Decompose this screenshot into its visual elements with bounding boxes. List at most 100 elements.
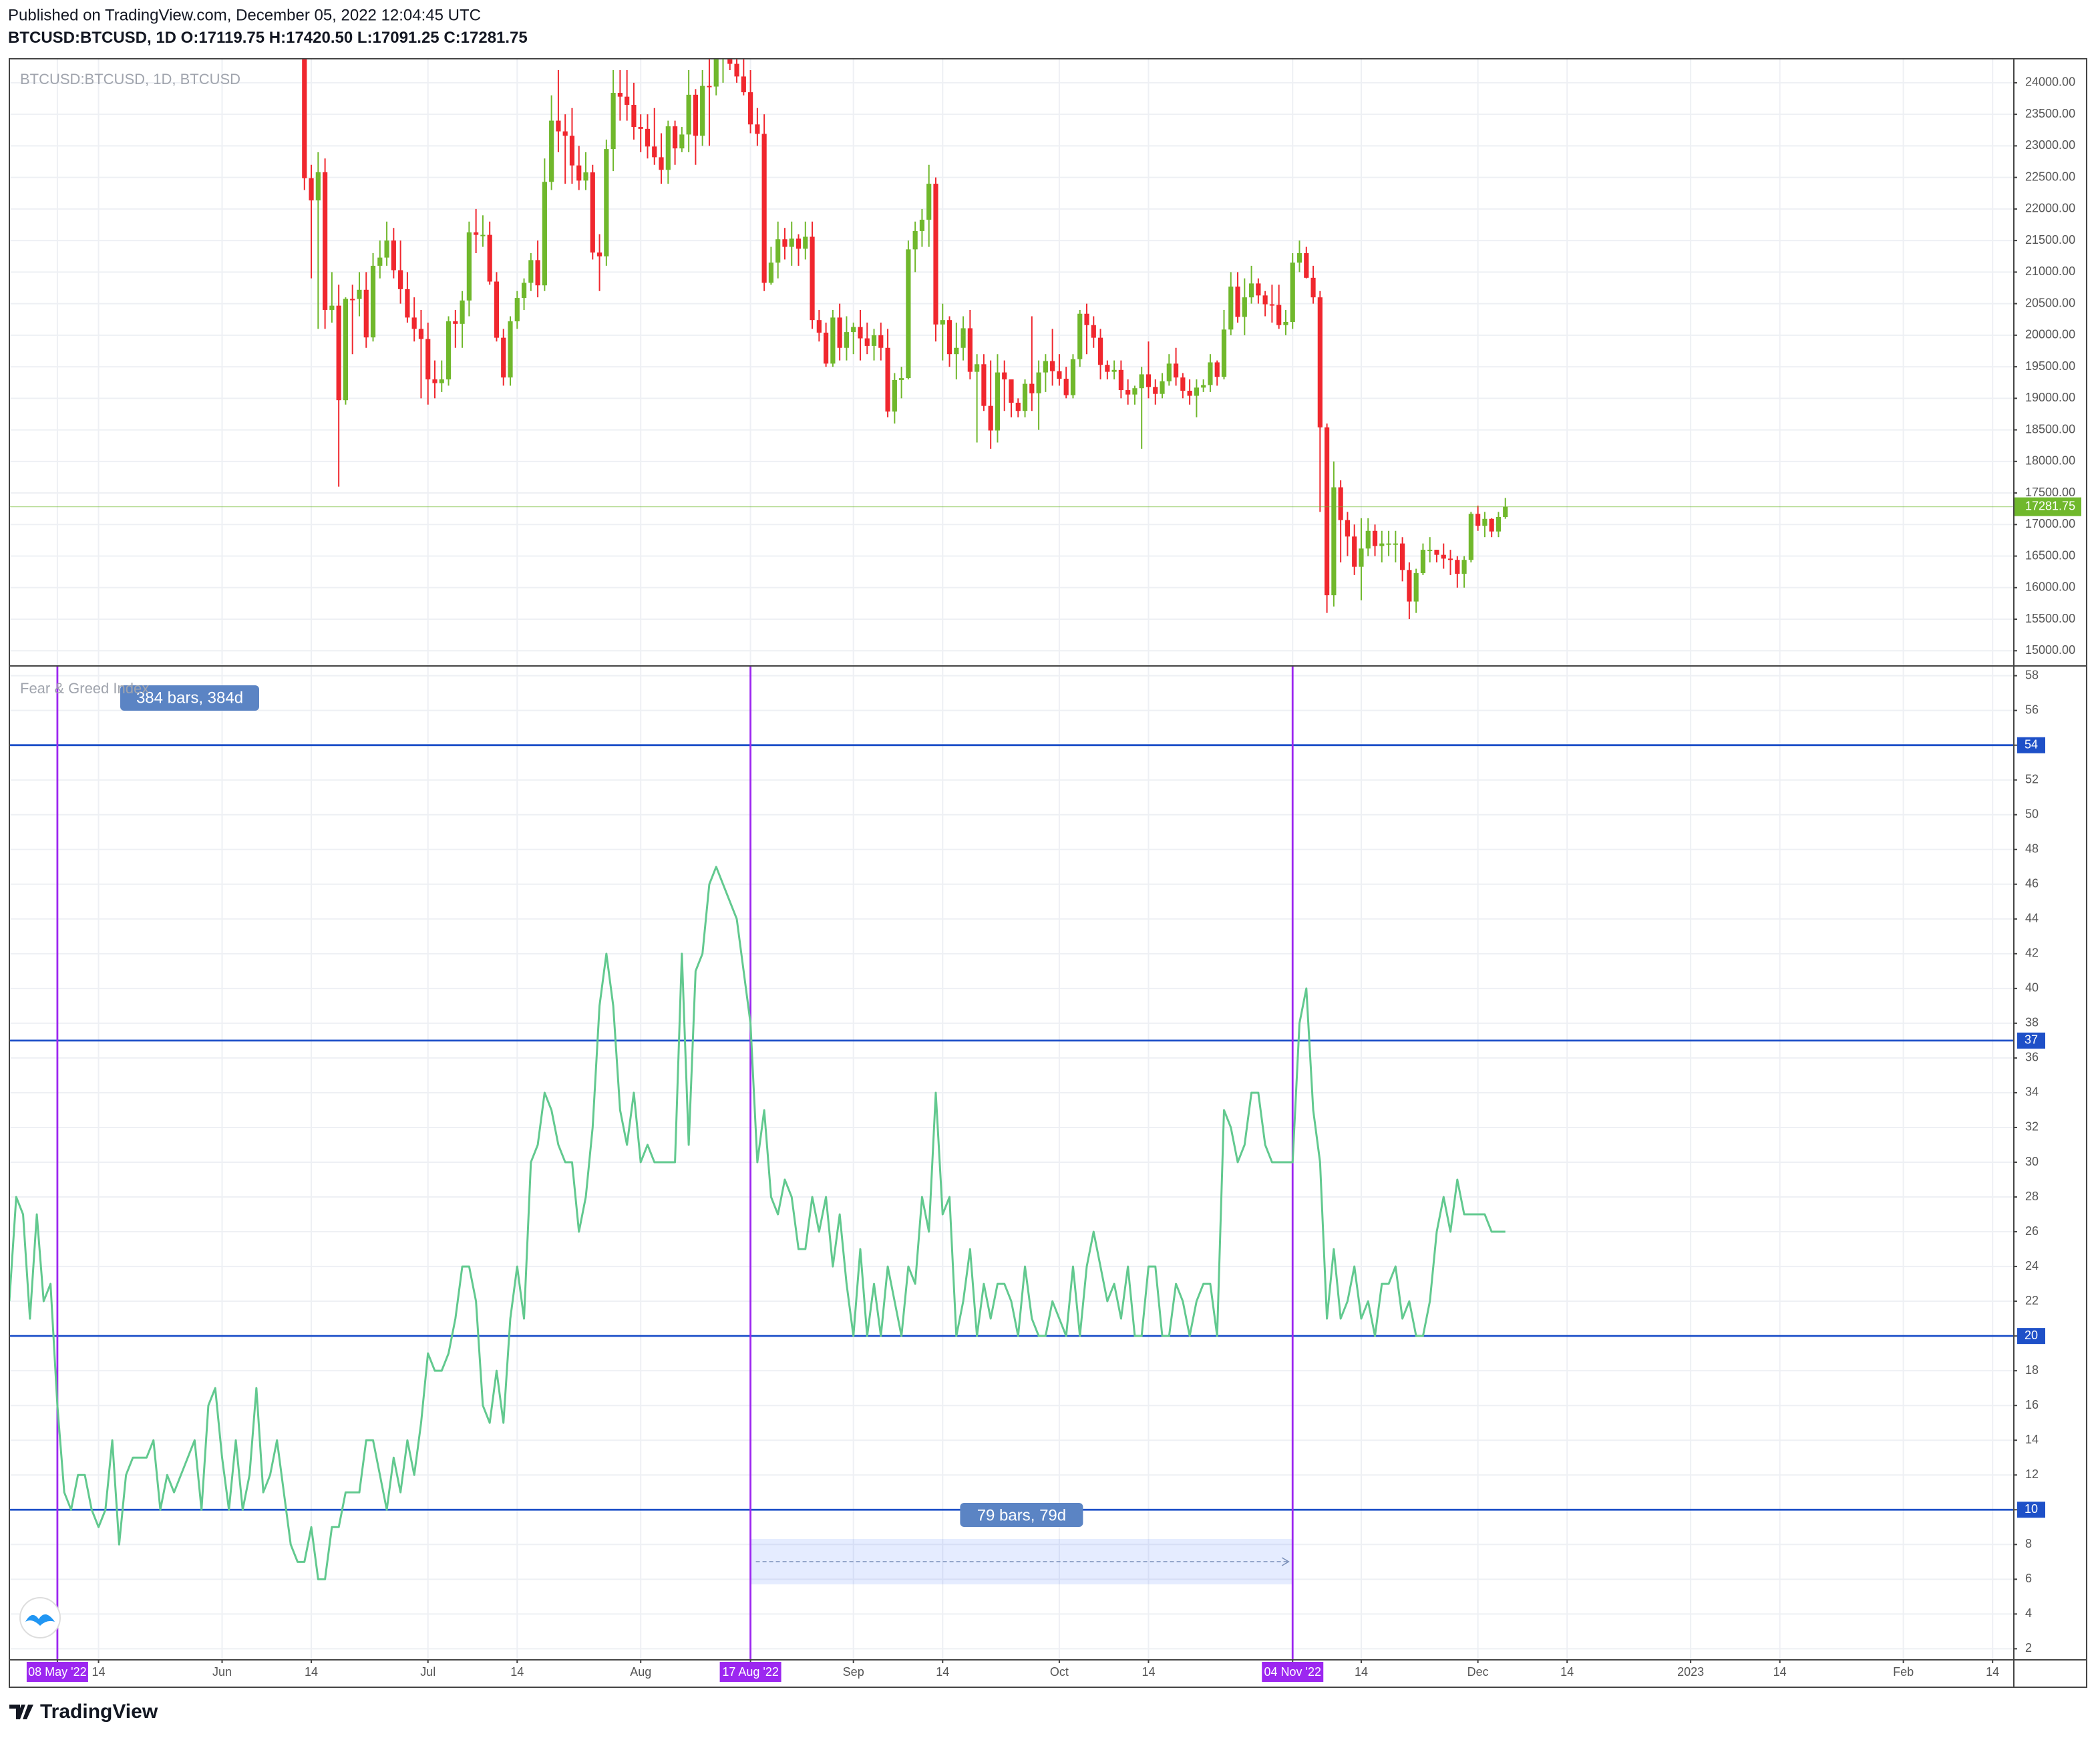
candle-body bbox=[453, 321, 458, 324]
candle-body bbox=[528, 260, 534, 283]
candle-body bbox=[727, 59, 733, 64]
level-badge bbox=[2017, 737, 2045, 753]
measure-label: 79 bars, 79d bbox=[977, 1506, 1066, 1524]
axes: 15000.00 15500.00 16000.00 16500.00 17000.00… bbox=[26, 75, 2081, 1682]
candle-body bbox=[521, 283, 527, 299]
candle-body bbox=[1503, 506, 1508, 517]
candle-body bbox=[871, 335, 877, 346]
candle-body bbox=[1139, 374, 1144, 389]
candle-body bbox=[919, 219, 925, 231]
x-tick-label: 14 bbox=[305, 1665, 318, 1679]
candle-body bbox=[851, 327, 856, 333]
y-tick-label: 21500.00 bbox=[2025, 233, 2075, 246]
candle-body bbox=[610, 93, 616, 150]
candle-body bbox=[329, 305, 335, 310]
candle-body bbox=[824, 333, 829, 364]
legend-close: C:17281.75 bbox=[444, 29, 527, 47]
candle-body bbox=[384, 240, 389, 258]
y-tick-label: 36 bbox=[2025, 1051, 2039, 1064]
y-tick-label: 42 bbox=[2025, 946, 2039, 960]
y-tick-label: 17500.00 bbox=[2025, 486, 2075, 499]
candle-body bbox=[837, 317, 842, 348]
measure-label: 384 bars, 384d bbox=[136, 689, 243, 707]
candle-body bbox=[1262, 295, 1268, 305]
candle-body bbox=[1070, 359, 1076, 395]
indicator-title: Fear & Greed Index bbox=[20, 680, 149, 697]
candle-body bbox=[1475, 514, 1481, 526]
y-tick-label: 26 bbox=[2025, 1224, 2039, 1238]
y-tick-label: 18 bbox=[2025, 1363, 2039, 1377]
last-price-badge bbox=[2015, 497, 2081, 516]
candle-body bbox=[1015, 402, 1021, 411]
candle-body bbox=[1455, 560, 1460, 574]
logo-wave bbox=[25, 1614, 55, 1626]
x-tick-label: 2023 bbox=[1677, 1665, 1704, 1679]
candle-body bbox=[1132, 388, 1138, 395]
candle-body bbox=[556, 120, 561, 132]
y-tick-label: 22500.00 bbox=[2025, 170, 2075, 183]
candle-body bbox=[954, 347, 959, 355]
candle-body bbox=[768, 263, 774, 283]
indicator-pane bbox=[9, 667, 2013, 1659]
candle-body bbox=[1441, 554, 1446, 559]
candle-body bbox=[474, 232, 479, 235]
pane-logo bbox=[19, 1597, 61, 1638]
candle-body bbox=[1208, 362, 1213, 385]
y-tick-label: 17000.00 bbox=[2025, 517, 2075, 530]
candle-body bbox=[981, 364, 987, 406]
level-badge bbox=[2017, 1502, 2045, 1518]
candle-body bbox=[1407, 570, 1412, 602]
y-tick-label: 4 bbox=[2025, 1606, 2032, 1620]
candle-body bbox=[1022, 383, 1028, 411]
y-tick-label: 24000.00 bbox=[2025, 75, 2075, 89]
x-tick-highlight bbox=[26, 1662, 88, 1682]
candle-body bbox=[878, 335, 884, 348]
candle-body bbox=[933, 184, 938, 325]
candle-body bbox=[1393, 543, 1398, 545]
candle-body bbox=[391, 240, 396, 271]
candle-body bbox=[549, 120, 554, 182]
candle-body bbox=[707, 85, 712, 88]
y-tick-label: 14 bbox=[2025, 1433, 2039, 1446]
x-tick-highlight bbox=[719, 1662, 781, 1682]
candle-body bbox=[1057, 371, 1062, 379]
candle-body bbox=[679, 134, 685, 149]
candle-body bbox=[988, 405, 993, 431]
candle-body bbox=[1201, 385, 1206, 388]
candle-body bbox=[1194, 387, 1199, 396]
candle-body bbox=[1009, 379, 1014, 403]
level-badge bbox=[2017, 1328, 2045, 1345]
candle-body bbox=[1125, 390, 1131, 395]
candle-body bbox=[782, 239, 787, 247]
x-tick-label: Aug bbox=[630, 1665, 651, 1679]
y-tick-label: 23000.00 bbox=[2025, 138, 2075, 152]
candle-body bbox=[1256, 283, 1261, 296]
candle-body bbox=[302, 59, 307, 178]
y-tick-label: 44 bbox=[2025, 912, 2039, 925]
y-tick-label: 58 bbox=[2025, 668, 2039, 681]
candle-body bbox=[665, 126, 671, 170]
candle-body bbox=[446, 321, 452, 379]
candle-body bbox=[659, 157, 664, 170]
y-tick-label: 12 bbox=[2025, 1467, 2039, 1481]
level-label: 54 bbox=[2025, 737, 2038, 751]
level-label: 10 bbox=[2025, 1502, 2038, 1516]
candle-body bbox=[1296, 253, 1302, 263]
y-tick-label: 28 bbox=[2025, 1190, 2039, 1203]
candle-body bbox=[844, 332, 850, 348]
candle-body bbox=[1420, 550, 1426, 574]
x-tick-label: 14 bbox=[510, 1665, 524, 1679]
candle-body bbox=[562, 131, 568, 136]
candle-body bbox=[535, 260, 540, 286]
candle-body bbox=[1331, 487, 1337, 596]
y-tick-label: 24 bbox=[2025, 1259, 2039, 1272]
candle-body bbox=[1153, 387, 1158, 394]
candle-body bbox=[569, 136, 575, 166]
y-tick-label: 6 bbox=[2025, 1572, 2032, 1585]
candle-body bbox=[343, 299, 349, 401]
candle-body bbox=[1461, 560, 1467, 574]
logo-mark bbox=[9, 1705, 33, 1719]
candle-body bbox=[1091, 325, 1096, 338]
candle-body bbox=[576, 165, 582, 181]
